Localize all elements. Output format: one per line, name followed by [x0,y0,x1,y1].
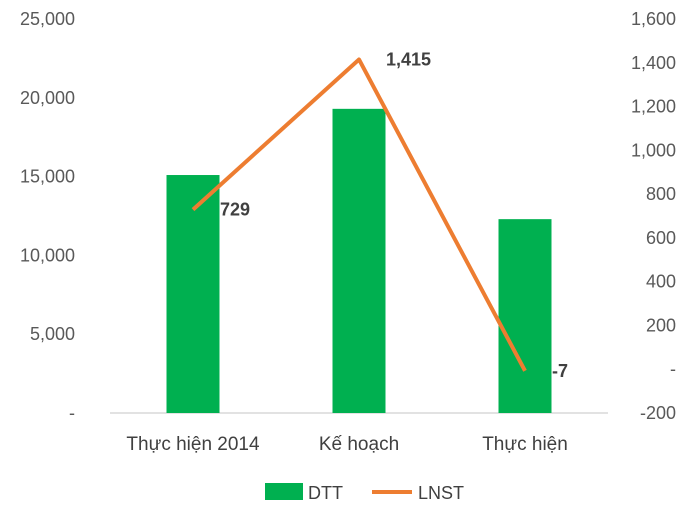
dtt-bar [332,108,386,413]
category-label: Thực hiện 2014 [126,434,260,455]
legend-dtt-swatch [265,483,303,500]
lnst-line [191,57,527,372]
right-tick-label: 1,000 [631,140,676,160]
right-tick-label: - [670,359,676,379]
dtt-bar [498,219,552,413]
right-tick-label: 1,200 [631,97,676,117]
category-labels: Thực hiện 2014 Kế hoạch Thực hiện [126,434,567,455]
legend-dtt-label: DTT [308,483,343,503]
lnst-data-labels: 729 1,415 -7 [220,49,568,380]
left-tick-label: 25,000 [20,9,75,29]
legend: DTT LNST [265,483,464,503]
left-tick-label: 20,000 [20,88,75,108]
lnst-data-label: 1,415 [386,49,431,69]
legend-lnst-label: LNST [418,483,464,503]
right-tick-label: 1,400 [631,53,676,73]
dtt-bars [166,108,552,413]
left-tick-label: - [69,403,75,423]
left-tick-label: 15,000 [20,167,75,187]
right-tick-label: 600 [646,228,676,248]
right-tick-label: -200 [640,403,676,423]
lnst-data-label: 729 [220,200,250,220]
category-label: Kế hoạch [319,434,399,455]
category-label: Thực hiện [482,434,568,455]
dtt-bar [166,175,220,413]
right-tick-label: 1,600 [631,9,676,29]
right-tick-label: 400 [646,272,676,292]
left-tick-label: 5,000 [30,324,75,344]
right-tick-label: 200 [646,315,676,335]
left-tick-label: 10,000 [20,245,75,265]
right-tick-label: 800 [646,184,676,204]
left-axis-ticks: - 5,000 10,000 15,000 20,000 25,000 [20,9,75,423]
lnst-data-label: -7 [552,361,568,381]
